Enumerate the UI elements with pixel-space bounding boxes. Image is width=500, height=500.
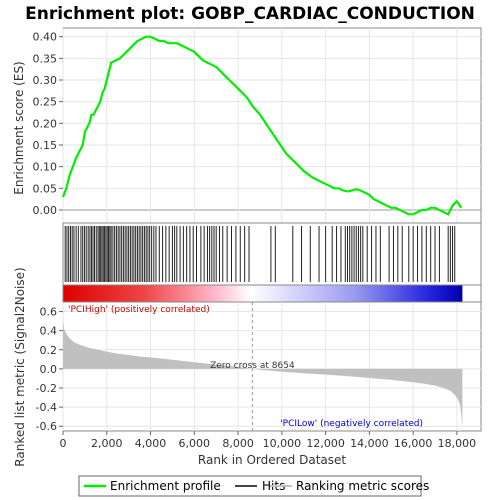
x-axis-ticks: 0 2,000 4,000 6,000 8,000 10,000 12,000 14,000 1… [60, 431, 477, 450]
metric-y-tick-label: 0.4 [40, 325, 58, 338]
ranking-metric-area [63, 321, 463, 429]
enrichment-profile-line [61, 35, 463, 216]
metric-y-tick-label: 0.6 [40, 306, 58, 319]
es-y-tick-label: 0.05 [33, 182, 58, 195]
legend-label-ranking-metric: Ranking metric scores [296, 479, 429, 493]
es-y-tick-label: 0.00 [33, 204, 58, 217]
metric-y-axis-label: Ranked list metric (Signal2Noise) [13, 267, 27, 466]
x-tick-label: 2,000 [91, 437, 123, 450]
metric-y-tick-label: -0.4 [36, 401, 57, 414]
metric-y-tick-label: 0.0 [40, 363, 58, 376]
hits-panel [62, 222, 482, 286]
chart-title: Enrichment plot: GOBP_CARDIAC_CONDUCTION [25, 4, 475, 24]
x-tick-label: 14,000 [350, 437, 389, 450]
es-y-axis-label: Enrichment score (ES) [12, 61, 26, 194]
zero-cross-label: Zero cross at 8654 [210, 361, 295, 371]
metric-y-ticks: -0.6 -0.4 -0.2 0.0 0.2 0.4 0.6 [36, 306, 63, 433]
legend-label-enrichment-profile: Enrichment profile [110, 479, 221, 493]
es-y-tick-label: 0.30 [33, 74, 58, 87]
positive-correlation-label: 'PCIHigh' (positively correlated) [68, 305, 210, 315]
metric-y-tick-label: 0.2 [40, 344, 58, 357]
metric-panel: Zero cross at 8654 'PCIHigh' (positively… [13, 267, 482, 467]
es-y-tick-label: 0.35 [33, 52, 58, 65]
x-tick-label: 18,000 [438, 437, 477, 450]
es-y-ticks: 0.00 0.05 0.10 0.15 0.20 0.25 0.30 0.35 0.40 [33, 31, 63, 217]
es-panel: 0.00 0.05 0.10 0.15 0.20 0.25 0.30 0.35 0.40 Enr… [12, 27, 482, 224]
x-tick-label: 10,000 [263, 437, 302, 450]
es-panel-frame [62, 27, 482, 224]
legend: Enrichment profile Hits Ranking metric s… [78, 475, 429, 497]
metric-y-tick-label: -0.6 [36, 420, 57, 433]
hits-panel-frame [62, 222, 482, 286]
x-tick-label: 4,000 [135, 437, 167, 450]
ranking-color-bar [62, 284, 482, 303]
x-tick-label: 0 [60, 437, 67, 450]
es-y-tick-label: 0.40 [33, 31, 58, 44]
es-y-tick-label: 0.10 [33, 161, 58, 174]
x-tick-label: 12,000 [306, 437, 345, 450]
x-tick-label: 8,000 [222, 437, 254, 450]
es-y-tick-label: 0.25 [33, 96, 58, 109]
es-grid [62, 28, 481, 223]
x-axis-label: Rank in Ordered Dataset [198, 453, 346, 467]
negative-correlation-label: 'PCILow' (negatively correlated) [280, 419, 423, 429]
x-tick-label: 16,000 [394, 437, 433, 450]
es-y-tick-label: 0.20 [33, 117, 58, 130]
hit-marks [64, 226, 456, 282]
color-bar-fill [63, 285, 463, 302]
es-y-tick-label: 0.15 [33, 139, 58, 152]
x-tick-label: 6,000 [179, 437, 211, 450]
metric-y-tick-label: -0.2 [36, 382, 57, 395]
